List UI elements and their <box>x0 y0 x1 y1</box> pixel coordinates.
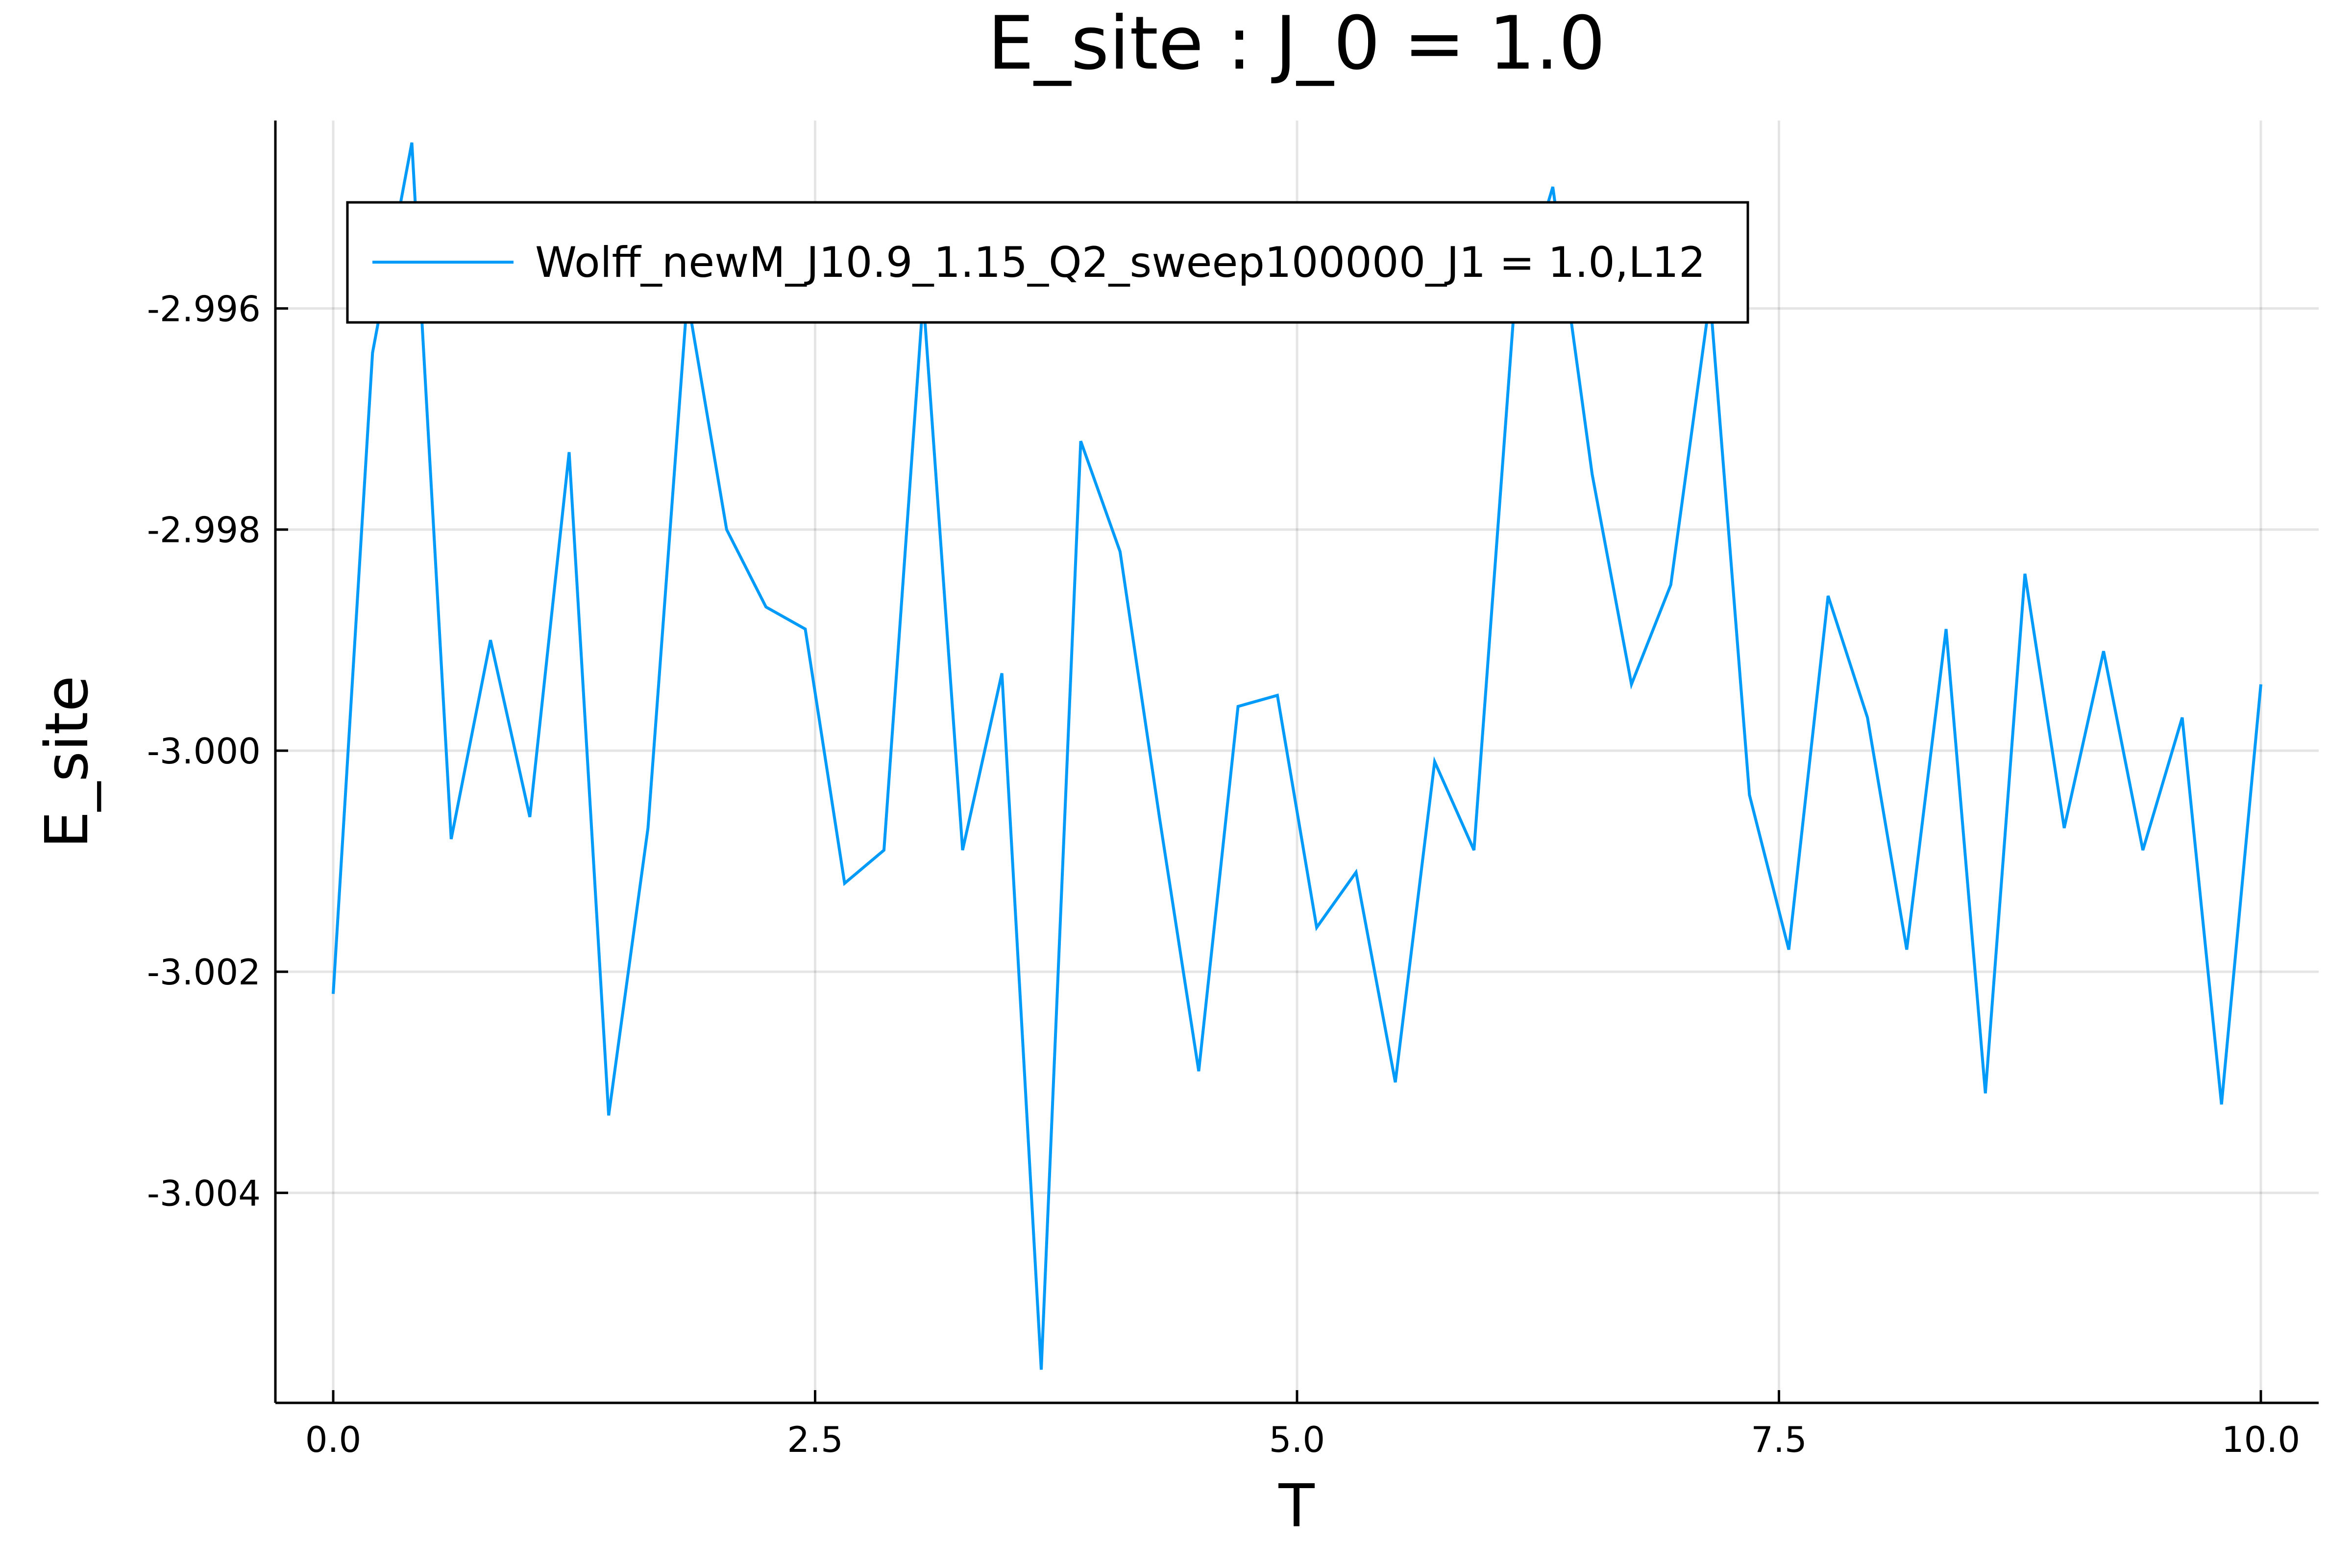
series-line <box>332 142 2262 1370</box>
y-tick-label: -3.004 <box>147 1173 261 1214</box>
series-layer <box>332 142 2262 1370</box>
y-tick-label: -3.000 <box>147 731 261 772</box>
x-tick-label: 7.5 <box>1751 1419 1807 1460</box>
y-tick-label: -3.002 <box>147 952 261 993</box>
legend: Wolff_newM_J10.9_1.15_Q2_sweep100000_J1 … <box>346 201 1749 324</box>
x-tick-label: 0.0 <box>305 1419 362 1460</box>
legend-entry-label: Wolff_newM_J10.9_1.15_Q2_sweep100000_J1 … <box>535 238 1706 287</box>
y-tick-label: -2.998 <box>147 510 261 551</box>
x-tick-label: 5.0 <box>1269 1419 1325 1460</box>
x-tick-label: 10.0 <box>2222 1419 2300 1460</box>
y-tick-label: -2.996 <box>147 289 261 330</box>
x-tick-label: 2.5 <box>787 1419 843 1460</box>
x-axis-label: T <box>1278 1472 1315 1541</box>
y-axis-label: E_site <box>33 676 101 849</box>
chart-title: E_site : J_0 = 1.0 <box>988 1 1606 86</box>
grid <box>275 121 2319 1403</box>
axis-ticks: 0.0 2.5 5.0 7.5 10.0 -3.004 -3.002 -3.000 -2.998… <box>147 289 2300 1460</box>
legend-box <box>346 201 1749 324</box>
